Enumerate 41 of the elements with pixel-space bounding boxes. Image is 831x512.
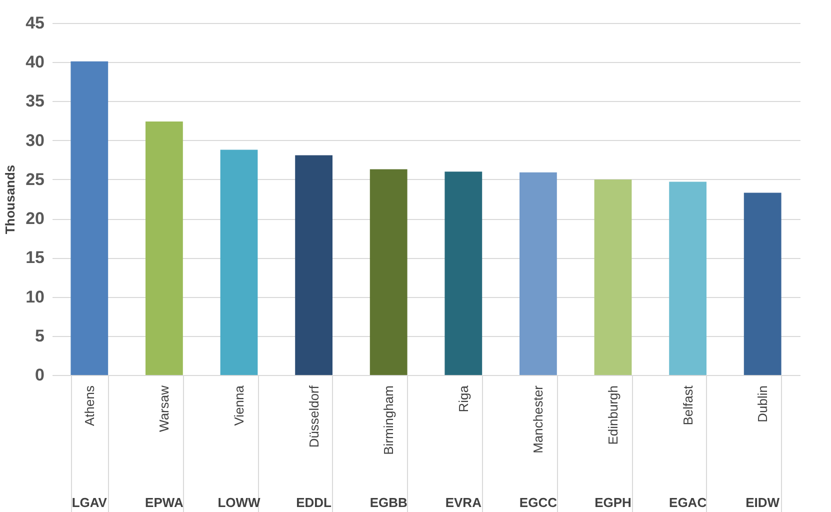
- x-tick-label: Athens: [82, 385, 97, 426]
- text: EIDW: [746, 495, 780, 510]
- y-axis-title: Thousands: [2, 164, 18, 234]
- text: EVRA: [445, 495, 482, 510]
- y-tick-label: 35: [26, 92, 44, 111]
- bar: [744, 192, 782, 375]
- y-tick-label: 0: [35, 366, 44, 384]
- x-tick-label: Warsaw: [156, 384, 172, 432]
- x-tick-label: Manchester: [530, 384, 546, 454]
- x-tick-label: Dublin: [755, 386, 770, 422]
- x-tick-label: Riga: [456, 384, 471, 412]
- bar: [669, 182, 706, 375]
- text: EGPH: [594, 495, 632, 510]
- y-tick-label: 20: [26, 209, 44, 228]
- y-tick-label: 45: [26, 14, 44, 32]
- x-tick-label: Belfast: [680, 385, 696, 426]
- y-tick-label: 40: [26, 52, 44, 72]
- text: LGAV: [72, 495, 108, 510]
- x-tick-label: Edinburgh: [606, 386, 620, 445]
- bar: [370, 169, 408, 375]
- text: EGBB: [370, 495, 408, 510]
- y-tick-label: 15: [26, 248, 44, 268]
- text: EPWA: [145, 495, 184, 510]
- text: EDDL: [296, 495, 332, 510]
- text: LOWW: [218, 495, 262, 510]
- y-tick-label: 10: [26, 287, 44, 306]
- y-tick-label: 5: [35, 326, 44, 346]
- y-tick-label: 25: [26, 170, 44, 189]
- bar: [594, 179, 632, 375]
- text: EGCC: [519, 495, 558, 510]
- x-tick-label: Düsseldorf: [306, 385, 322, 448]
- x-tick-label: Birmingham: [381, 386, 396, 455]
- text: EGAC: [669, 495, 708, 510]
- bar: [220, 150, 258, 375]
- bar: [146, 122, 183, 375]
- bar: [70, 61, 108, 375]
- x-tick-label: Vienna: [232, 384, 246, 426]
- bar: [520, 172, 557, 375]
- y-tick-label: 30: [26, 130, 44, 150]
- bar: [295, 155, 332, 375]
- bar: [444, 172, 482, 375]
